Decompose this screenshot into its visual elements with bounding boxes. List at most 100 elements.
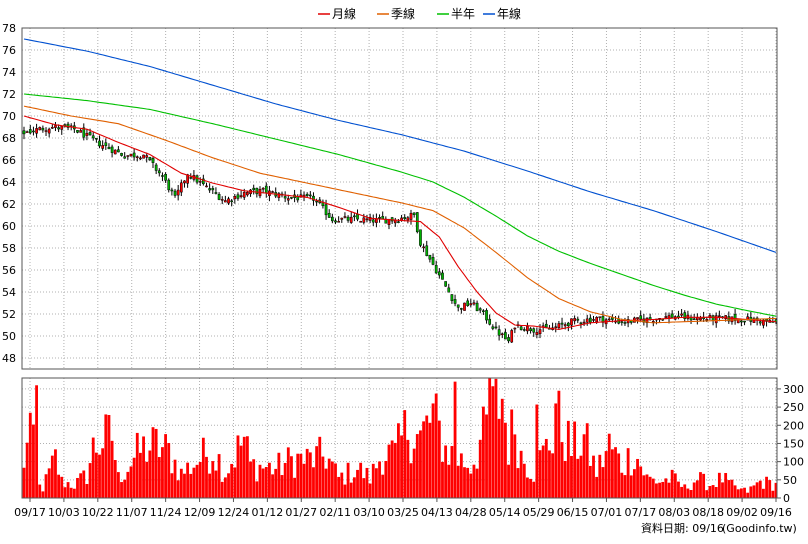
volume-bar bbox=[400, 435, 403, 498]
volume-bar bbox=[623, 475, 627, 498]
price-tick-label: 70 bbox=[2, 110, 16, 123]
volume-bar bbox=[702, 473, 706, 498]
date-tick-label: 11/07 bbox=[116, 506, 148, 519]
volume-bar bbox=[330, 461, 334, 498]
volume-bar bbox=[157, 457, 161, 498]
volume-bar bbox=[667, 482, 671, 498]
candlesticks bbox=[22, 121, 778, 344]
candle-body bbox=[513, 327, 517, 330]
price-tick-label: 56 bbox=[2, 264, 16, 277]
price-grid bbox=[22, 27, 777, 369]
candle-body bbox=[135, 156, 139, 158]
candle-body bbox=[607, 318, 611, 321]
volume-bar bbox=[758, 480, 762, 498]
volume-bar bbox=[173, 459, 177, 498]
volume-bar bbox=[664, 478, 668, 498]
candle-body bbox=[664, 316, 668, 318]
candle-body bbox=[220, 199, 224, 201]
candle-body bbox=[485, 310, 488, 321]
legend-label: 半年 bbox=[451, 7, 475, 21]
volume-bar bbox=[475, 468, 479, 498]
volume-bar bbox=[66, 482, 70, 498]
volume-bar bbox=[610, 449, 614, 498]
volume-bar bbox=[120, 482, 123, 498]
volume-bar bbox=[195, 464, 199, 498]
candle-body bbox=[573, 318, 576, 322]
volume-bar bbox=[252, 459, 256, 498]
candle-body bbox=[28, 129, 32, 134]
candle-body bbox=[189, 177, 193, 179]
price-tick-label: 72 bbox=[2, 88, 16, 101]
candle-body bbox=[743, 320, 746, 323]
volume-bar bbox=[280, 475, 284, 498]
candle-body bbox=[132, 152, 136, 158]
volume-bar bbox=[390, 440, 394, 498]
volume-bar bbox=[604, 451, 608, 498]
price-tick-label: 62 bbox=[2, 198, 16, 211]
volume-bar bbox=[683, 484, 687, 498]
candle-body bbox=[460, 308, 463, 310]
candle-body bbox=[746, 316, 750, 321]
candle-body bbox=[447, 287, 451, 293]
volume-bar bbox=[378, 461, 381, 498]
volume-bar bbox=[636, 458, 639, 498]
candle-body bbox=[211, 188, 215, 191]
candle-body bbox=[50, 127, 54, 129]
date-tick-label: 02/11 bbox=[319, 506, 351, 519]
volume-bar bbox=[208, 473, 212, 498]
volume-bar bbox=[186, 462, 190, 498]
candle-body bbox=[233, 196, 237, 200]
candle-body bbox=[406, 217, 410, 221]
volume-bar bbox=[576, 458, 580, 498]
date-tick-label: 09/02 bbox=[726, 506, 758, 519]
candle-body bbox=[626, 319, 630, 324]
candle-body bbox=[441, 272, 444, 280]
volume-bar bbox=[620, 472, 624, 498]
candle-body bbox=[563, 324, 567, 327]
candle-body bbox=[151, 158, 155, 163]
volume-bar bbox=[233, 467, 237, 498]
volume-bar bbox=[642, 475, 646, 498]
volume-tick-label: 300 bbox=[783, 383, 804, 396]
volume-bar bbox=[607, 433, 611, 498]
candle-body bbox=[120, 153, 123, 156]
candle-body bbox=[154, 164, 158, 171]
volume-bar bbox=[362, 478, 366, 498]
volume-bar bbox=[198, 461, 202, 498]
volume-bar bbox=[661, 481, 665, 498]
footer-source: (Goodinfo.tw) bbox=[722, 522, 797, 535]
candle-body bbox=[730, 316, 734, 323]
candle-body bbox=[359, 221, 363, 223]
date-tick-label: 07/01 bbox=[591, 506, 623, 519]
candle-body bbox=[718, 315, 721, 318]
candle-body bbox=[104, 142, 108, 146]
volume-bar bbox=[463, 467, 466, 498]
volume-bar bbox=[107, 415, 111, 498]
volume-bar bbox=[456, 465, 460, 498]
price-tick-label: 50 bbox=[2, 330, 16, 343]
candle-body bbox=[510, 330, 514, 343]
volume-bar bbox=[717, 472, 721, 498]
volume-bar bbox=[721, 482, 724, 498]
volume-bar bbox=[271, 474, 274, 498]
volume-bar bbox=[532, 481, 536, 498]
candle-body bbox=[444, 281, 447, 287]
volume-bar bbox=[145, 461, 149, 498]
candle-body bbox=[308, 194, 312, 197]
candle-body bbox=[463, 302, 466, 311]
volume-bar bbox=[315, 446, 319, 498]
candle-body bbox=[44, 130, 48, 132]
volume-bar bbox=[677, 481, 680, 498]
volume-bar bbox=[334, 463, 337, 498]
volume-bar bbox=[415, 434, 419, 498]
candle-body bbox=[76, 130, 79, 133]
volume-bar bbox=[510, 409, 514, 498]
candle-body bbox=[113, 149, 117, 155]
volume-bar bbox=[359, 462, 363, 498]
volume-bar bbox=[110, 440, 114, 498]
volume-bar bbox=[689, 490, 693, 498]
volume-bar bbox=[730, 479, 734, 498]
volume-bars bbox=[22, 378, 778, 498]
volume-bar bbox=[85, 483, 89, 498]
